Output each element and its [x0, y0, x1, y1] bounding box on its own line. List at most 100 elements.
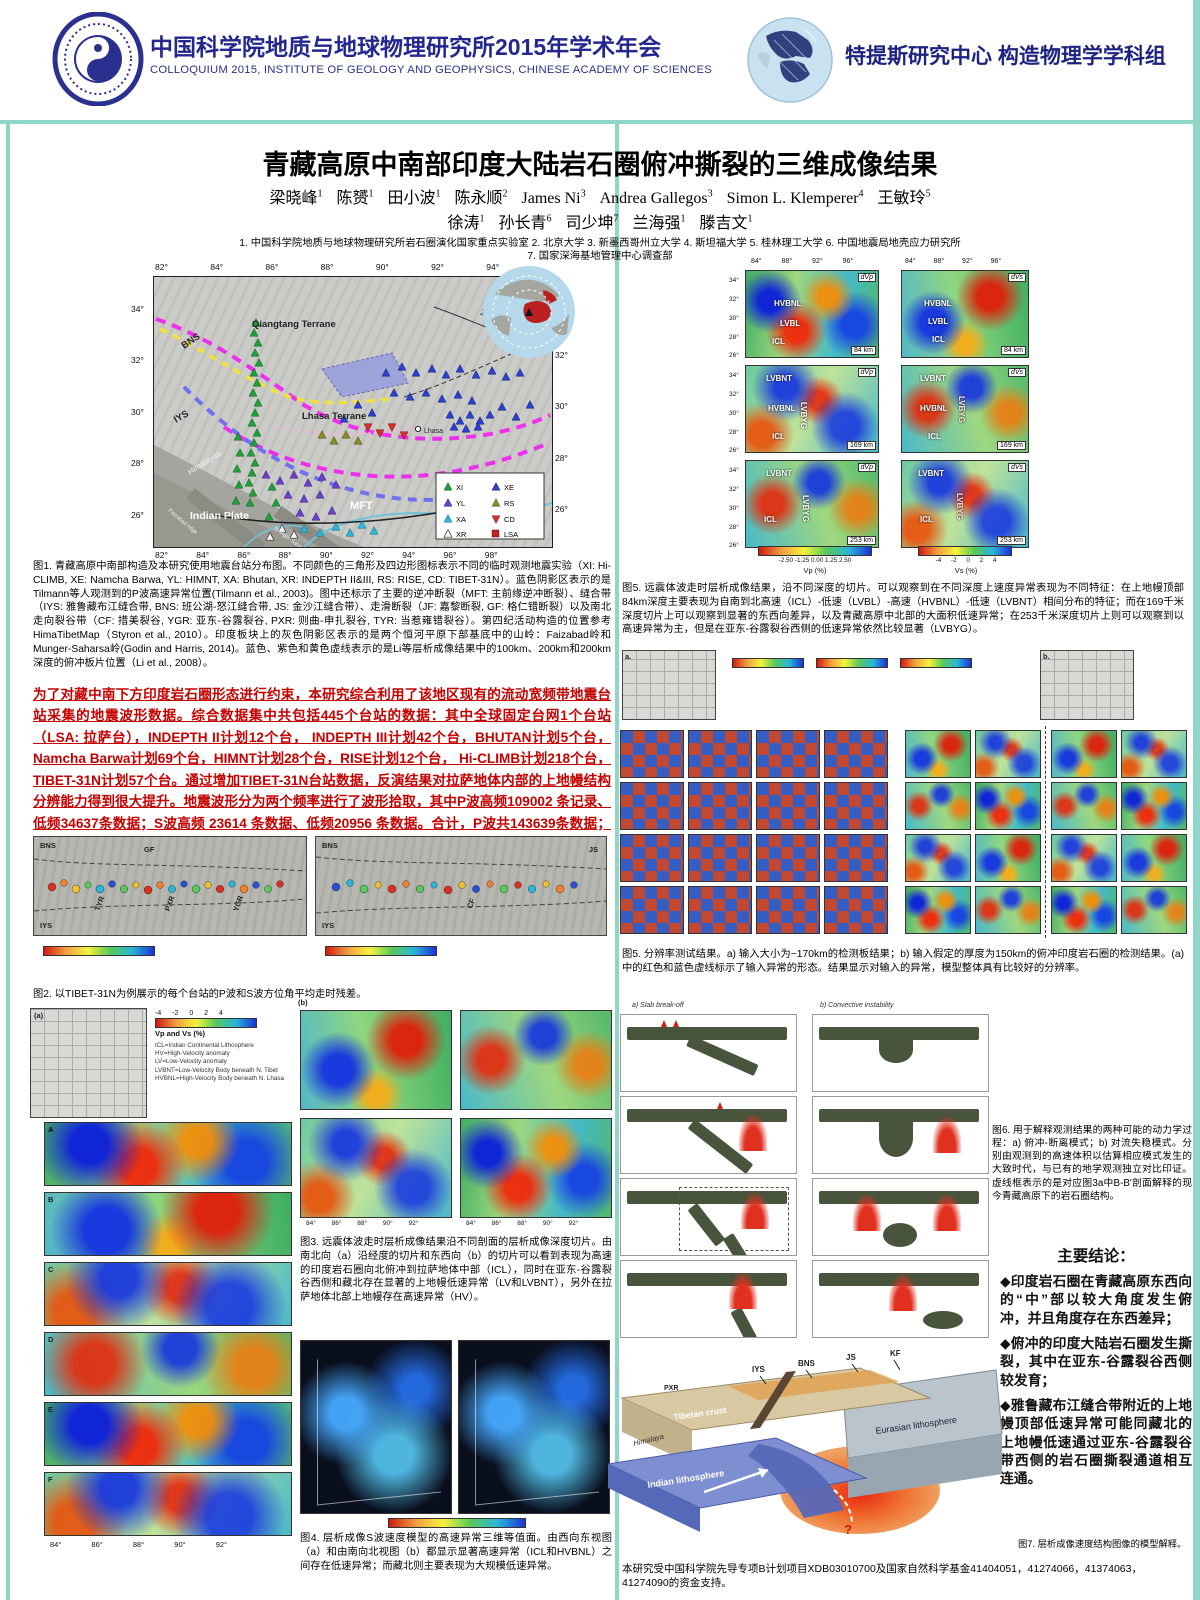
fig5-panel-vs-169: dVs 169 km LVBNT HVBNL LVBYG ICL [901, 365, 1029, 453]
dvs-tag: dVs [1007, 463, 1026, 472]
depth-tag: 253 km [997, 536, 1026, 545]
conclusions-heading: 主要结论： [1057, 1248, 1135, 1265]
fig7-label-pxr: PXR [664, 1385, 678, 1392]
fig6-caption: 图6. 用于解释观测结果的两种可能的动力学过程：a) 俯冲-断离模式；b) 对流… [992, 1125, 1192, 1202]
header-group-title: 特提斯研究中心 构造物理学学科组 [845, 45, 1166, 68]
anomaly-label: ICL [772, 432, 785, 441]
fig1-legend-rs: RS [504, 499, 514, 508]
fig6-panel [812, 1096, 989, 1174]
fig5b-checkerboard-block [620, 730, 888, 936]
header-org-subtitle: COLLOQUIUM 2015, INSTITUTE OF GEOLOGY AN… [150, 64, 712, 76]
fig7-label-kf: KF [890, 1349, 901, 1358]
fig6-panel [620, 1178, 797, 1256]
fig1-station-map: 82° 84° 86° 88° 90° 92° 94° 82° 84° 86° … [125, 262, 577, 562]
fig4-panel-b [458, 1340, 610, 1514]
fig3-caption: 图3. 远震体波走时层析成像结果沿不同剖面的层析成像深度切片。由南北向（a）沿经… [300, 1237, 612, 1304]
conclusion-item: ◆印度岩石圈在青藏高原东西向的“中”部以较大角度发生俯冲，并且角度存在东西差异； [1000, 1273, 1192, 1328]
depth-tag: 169 km [997, 441, 1026, 450]
fig5b-divider [1045, 726, 1046, 938]
fig6-dynamic-models: a) Slab break-off b) Convective instabil… [620, 1002, 992, 1347]
fig5-colorbar-vp [758, 546, 872, 556]
depth-tag: 169 km [847, 441, 876, 450]
fig1-legend-cd: CD [504, 515, 515, 524]
conclusion-item: ◆俯冲的印度大陆岩石圈发生撕裂，其中在亚东-谷露裂谷西侧较发育； [1000, 1335, 1192, 1390]
fig3-acronym-legend: ICL=Indian Continental Lithosphere HV=Hi… [155, 1042, 284, 1082]
diamond-bullet-icon: ◆ [1000, 1336, 1011, 1352]
anomaly-label: LVBYG [955, 493, 964, 520]
intro-paragraph: 为了对藏中南下方印度岩石圈形态进行约束，本研究综合利用了该地区现有的流动宽频带地… [33, 687, 611, 852]
fig1-legend-yl: YL [456, 499, 465, 508]
fig5b-colorbar-3 [900, 658, 972, 668]
tomo-section: C [44, 1262, 292, 1326]
tomo-section: A [44, 1122, 292, 1186]
tomo-section: F [44, 1472, 292, 1536]
fig3-colorbar [155, 1018, 257, 1028]
divider-right [1193, 0, 1200, 1600]
conclusion-text: 印度岩石圈在青藏高原东西向的“中”部以较大角度发生俯冲，并且角度存在东西差异； [1000, 1274, 1192, 1326]
fig3-we-sections: (b) 84° 86° 88° 90° 92° 84° 86° 88° 90° … [298, 998, 612, 1228]
fig2-p1-gf: GF [144, 845, 155, 854]
anomaly-label: HVBNL [768, 404, 796, 413]
tomo-section: D [44, 1332, 292, 1396]
fig5-depth-slices: 84° 88° 92° 96° 84° 88° 92° 96° 34° 32° … [705, 258, 1175, 558]
fig1-caption: 图1. 青藏高原中南部构造及本研究使用地震台站分布图。不同颜色的三角形及四边形图… [33, 561, 611, 669]
fig5-lat-ticks: 34° 32° 30° 28° 26° [729, 277, 739, 360]
tomo-section [460, 1010, 612, 1110]
divider-middle [615, 124, 619, 1600]
fig1-legend-lsa: LSA [504, 530, 518, 539]
fig2-caption: 图2. 以TIBET-31N为例展示的每个台站的P波和S波方位角平均走时残差。 [33, 989, 367, 1000]
fig1-legend-xe: XE [504, 483, 514, 492]
fig6-panel [620, 1260, 797, 1338]
fig4-caption: 图4. 层析成像S波速度模型的高速异常三维等值面。由西向东视图（a）和由南向北视… [300, 1533, 612, 1572]
fig1-label-mft: MFT [350, 500, 373, 512]
fig6-panel [812, 1178, 989, 1256]
fig2-colorbar-p [43, 946, 155, 956]
section-letter: A [48, 1125, 54, 1134]
fig7-label-iys: IYS [752, 1365, 766, 1374]
fig6-panel [812, 1014, 989, 1092]
poster-title: 青藏高原中南部印度大陆岩石圈俯冲撕裂的三维成像结果 [262, 150, 938, 180]
fig5-lon-ticks: 84° 88° 92° 96° [751, 258, 854, 265]
fig3-a-label: (a) [34, 1011, 44, 1020]
fig1-axis-left: 34° 32° 30° 28° 26° [131, 304, 144, 520]
depth-tag: 84 km [1000, 346, 1026, 355]
fig1-label-iys: IYS [172, 408, 191, 425]
anomaly-label: HVBNL [924, 299, 952, 308]
fig6-panel [620, 1096, 797, 1174]
fig1-label-indian-plate: Indian Plate [190, 510, 249, 522]
fig1-legend-xa: XA [456, 515, 466, 524]
anomaly-label: LVBYG [799, 402, 808, 429]
anomaly-label: LVBYG [957, 396, 966, 423]
tomo-section [460, 1118, 612, 1218]
fig1-legend: XI XE YL RS XA CD XR LSA [435, 472, 545, 540]
fig3-b-label: (b) [298, 998, 308, 1007]
anomaly-label: LVBL [928, 317, 949, 326]
tomo-section: E [44, 1402, 292, 1466]
fig2-p1-iys: IYS [40, 921, 53, 930]
fig3-xticks2: 84° 86° 88° 90° 92° [306, 1220, 419, 1227]
fig7-label-bns: BNS [798, 1359, 816, 1368]
anomaly-label: LVBNT [918, 469, 945, 478]
anomaly-label: LVBYG [801, 495, 810, 522]
fig1-inset-globe [481, 264, 577, 360]
institute-logo-icon [52, 11, 144, 107]
dvp-tag: dVp [857, 273, 876, 282]
authors-line-2: 徐涛1 孙长青6 司少坤7 兰海强1 滕吉文1 [447, 213, 753, 232]
fig2-panel-p: BNS GF TYR PXR YGR IYS [33, 836, 307, 936]
fig2-p2-bns: BNS [322, 841, 338, 850]
fig5b-resolution-tests: a. b. [620, 648, 1187, 944]
fig2-p2-iys: IYS [322, 921, 335, 930]
fig1-legend-xr: XR [456, 530, 467, 539]
section-letter: B [48, 1195, 54, 1204]
tomo-section [300, 1118, 452, 1218]
anomaly-label: ICL [764, 515, 777, 524]
fig1-legend-xi: XI [456, 483, 463, 492]
fig3-colorbar-block: -4 -2 0 2 4 Vp and Vs (%) ICL=Indian Con… [155, 1010, 300, 1083]
anomaly-label: LVBL [780, 319, 801, 328]
depth-tag: 84 km [850, 346, 876, 355]
anomaly-label: LVBNT [920, 374, 947, 383]
fig3-sn-sections: A B C D E F 84° 86° 88° 90° 92° [30, 1122, 292, 1560]
funding-note: 本研究受中国科学院先导专项B计划项目XDB03010700及国家自然科学基金41… [622, 1563, 1142, 1590]
anomaly-label: ICL [928, 432, 941, 441]
